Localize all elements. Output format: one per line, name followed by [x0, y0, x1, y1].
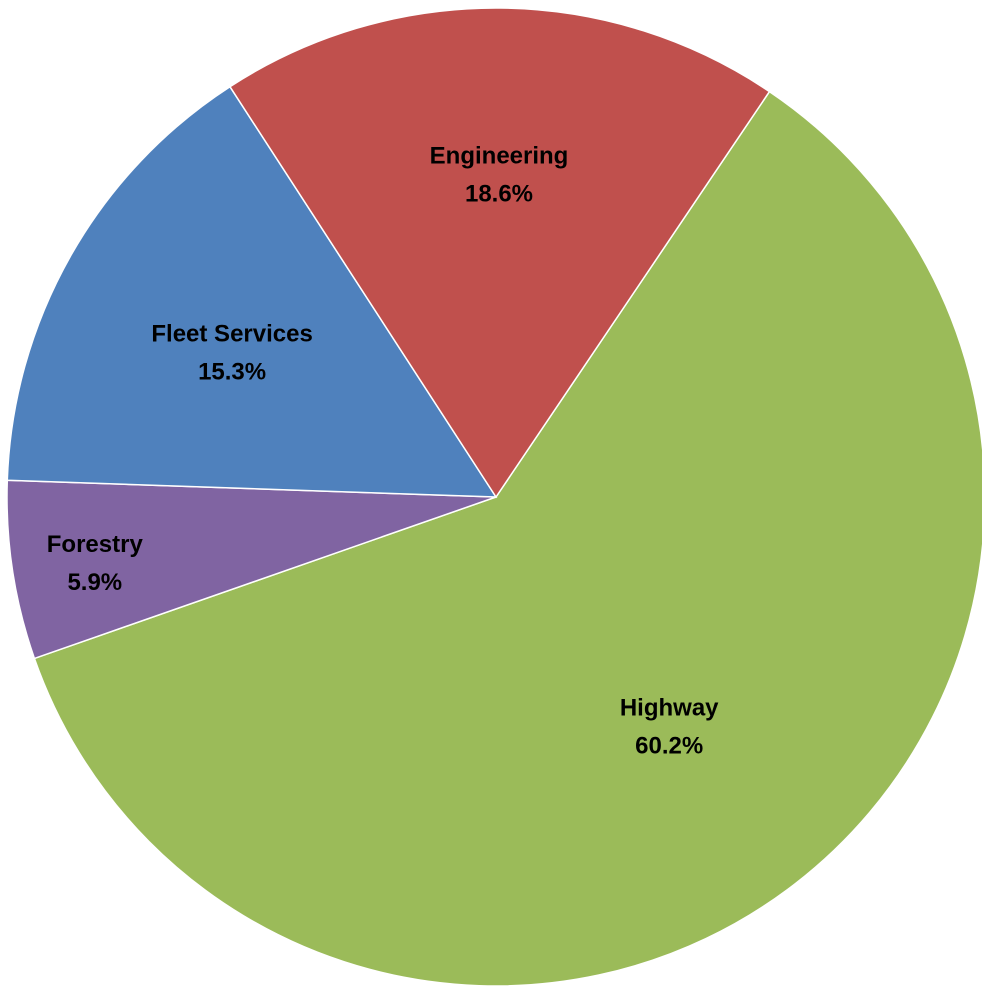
slice-value-forestry: 5.9% — [67, 569, 122, 596]
pie-slice-highway — [33, 90, 982, 987]
pie-slice-forestry — [6, 479, 497, 660]
pie-labels: Highway 60.2% Forestry 5.9% Fleet Services 15… — [47, 142, 719, 759]
pie-slices — [6, 7, 982, 987]
pie-slice-fleet-services — [6, 85, 498, 498]
slice-label-fleet-services: Fleet Services — [151, 321, 312, 348]
slice-value-engineering: 18.6% — [465, 180, 533, 207]
slice-value-highway: 60.2% — [635, 733, 703, 760]
slice-label-engineering: Engineering — [430, 142, 569, 169]
slice-label-highway: Highway — [620, 695, 719, 722]
slice-value-fleet-services: 15.3% — [198, 359, 266, 386]
slice-label-forestry: Forestry — [47, 531, 144, 558]
pie-slice-engineering — [228, 7, 771, 499]
